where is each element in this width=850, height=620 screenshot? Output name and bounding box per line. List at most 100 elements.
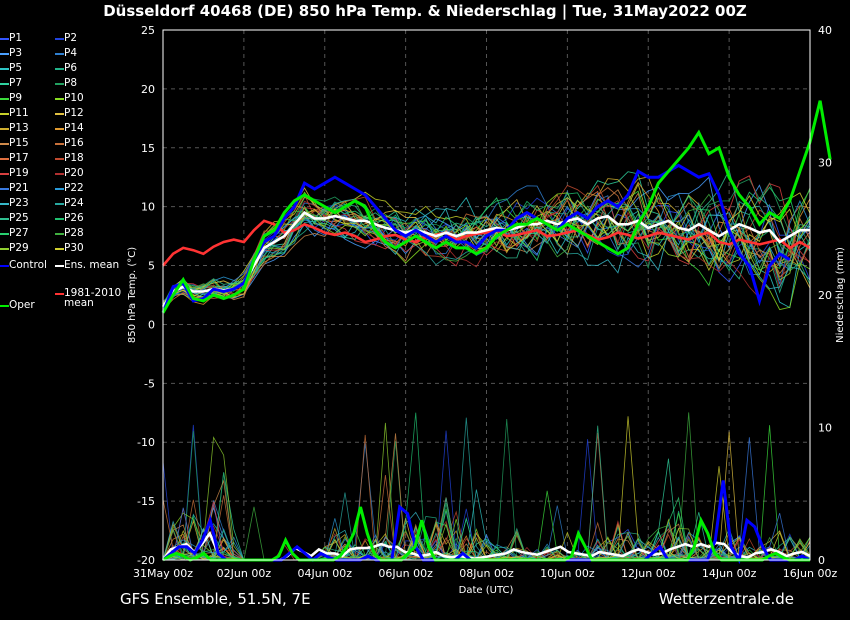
legend-swatch (0, 38, 9, 40)
plot-frame (162, 29, 811, 561)
legend-label: P22 (64, 182, 84, 194)
legend-swatch (0, 98, 9, 100)
footer-site-name: Wetterzentrale.de (658, 590, 794, 608)
legend-swatch (0, 188, 9, 190)
chart-title: Düsseldorf 40468 (DE) 850 hPa Temp. & Ni… (103, 2, 747, 20)
legend-label: P14 (64, 122, 84, 134)
legend-swatch (0, 305, 9, 307)
y-tick-label-left: 10 (141, 201, 155, 214)
legend-swatch (55, 265, 64, 267)
legend-swatch (55, 173, 64, 175)
legend-swatch (55, 188, 64, 190)
legend-label: P20 (64, 167, 84, 179)
legend-label: P19 (9, 167, 29, 179)
y-tick-label-left: 25 (141, 24, 155, 37)
legend-label: Control (9, 259, 47, 271)
legend-label: P2 (64, 32, 78, 44)
legend-label: P25 (9, 212, 29, 224)
member-temp-line (162, 175, 811, 303)
series-line-control-left (161, 163, 791, 314)
member-temp-line (162, 187, 811, 309)
legend-swatch (55, 248, 64, 250)
legend-swatch (0, 68, 9, 70)
legend-label: P28 (64, 227, 84, 239)
y-tick-label-left: -20 (137, 554, 155, 567)
x-tick-label: 10Jun 00z (540, 567, 595, 580)
legend-swatch (55, 158, 64, 160)
legend-label: P23 (9, 197, 29, 209)
legend-swatch (55, 233, 64, 235)
legend-label: Oper (9, 299, 35, 311)
x-tick-label: 31May 00z (133, 567, 193, 580)
series-line-1981-2010-mean-left (162, 219, 811, 267)
member-temp-line (162, 198, 811, 306)
legend-swatch (55, 53, 64, 55)
legend-label: P5 (9, 62, 23, 74)
legend-label: P7 (9, 77, 23, 89)
legend-label: P29 (9, 242, 29, 254)
legend-label: P10 (64, 92, 84, 104)
x-axis-label: Date (UTC) (459, 585, 514, 596)
y-tick-label-right: 10 (818, 422, 832, 435)
x-tick-label: 08Jun 00z (459, 567, 514, 580)
y-tick-label-left: -15 (137, 495, 155, 508)
legend-label: Ens. mean (64, 259, 120, 271)
y-tick-label-left: 0 (148, 318, 155, 331)
legend-label: P18 (64, 152, 84, 164)
grid-lines (162, 29, 811, 561)
y-tick-label-right: 30 (818, 157, 832, 170)
legend-label: P26 (64, 212, 84, 224)
legend-label: P30 (64, 242, 84, 254)
legend-label: P13 (9, 122, 29, 134)
legend-label: P9 (9, 92, 23, 104)
legend-label: P3 (9, 47, 23, 59)
legend-swatch (0, 113, 9, 115)
y-axis-label-left: 850 hPa Temp. (°C) (127, 247, 138, 343)
legend-swatch (0, 265, 9, 267)
y-tick-label-left: -5 (144, 377, 155, 390)
y-tick-label-right: 20 (818, 289, 832, 302)
y-tick-label-left: 20 (141, 83, 155, 96)
footer-model-info: GFS Ensemble, 51.5N, 7E (120, 590, 311, 608)
member-temp-line (162, 186, 811, 305)
legend-swatch (55, 38, 64, 40)
legend-swatch (55, 83, 64, 85)
legend-swatch (0, 173, 9, 175)
x-tick-label: 04Jun 00z (298, 567, 353, 580)
legend-label: 1981-2010 mean (64, 287, 122, 309)
y-tick-label-left: 5 (148, 260, 155, 273)
legend-swatch (0, 53, 9, 55)
x-tick-label: 16Jun 00z (783, 567, 838, 580)
legend-label: P4 (64, 47, 78, 59)
axes (162, 29, 811, 561)
x-tick-label: 02Jun 00z (217, 567, 272, 580)
series-line-oper-left (161, 100, 832, 314)
x-tick-label: 14Jun 00z (702, 567, 757, 580)
y-tick-label-left: -10 (137, 436, 155, 449)
legend-swatch (0, 83, 9, 85)
member-temp-line (162, 196, 811, 309)
legend-swatch (55, 113, 64, 115)
legend-label: P8 (64, 77, 78, 89)
legend-swatch (0, 128, 9, 130)
legend-swatch (55, 98, 64, 100)
legend-label: P6 (64, 62, 78, 74)
main-series-lines (161, 100, 832, 565)
legend-label: P21 (9, 182, 29, 194)
legend-label: P24 (64, 197, 84, 209)
legend-label: P12 (64, 107, 84, 119)
y-axis-label-right: Niederschlag (mm) (835, 247, 846, 343)
legend-swatch (0, 203, 9, 205)
legend-swatch (0, 218, 9, 220)
legend-swatch (55, 293, 64, 295)
legend-swatch (0, 143, 9, 145)
tick-labels: 25 20 15 10 5 0 -5 -10 -15 -20 40 30 20 10 0 31May 00z 0… (133, 24, 837, 580)
legend-label: P15 (9, 137, 29, 149)
y-tick-label-right: 40 (818, 24, 832, 37)
x-tick-label: 06Jun 00z (378, 567, 433, 580)
legend-label: P1 (9, 32, 23, 44)
legend-swatch (55, 128, 64, 130)
legend-swatch (55, 143, 64, 145)
legend-label: P17 (9, 152, 29, 164)
